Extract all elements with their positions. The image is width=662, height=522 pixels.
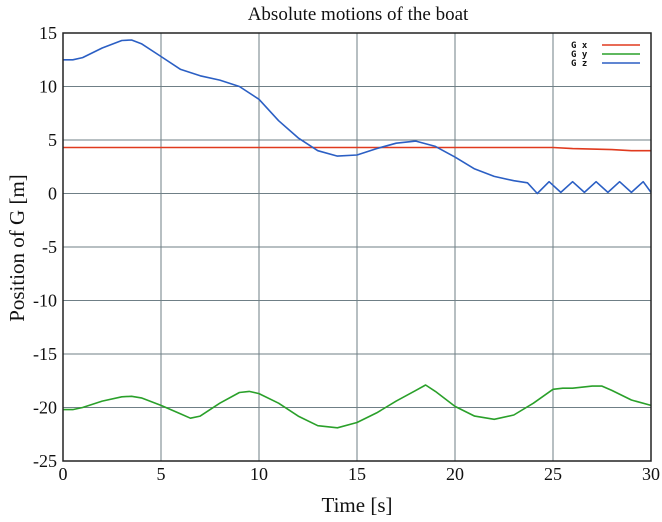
series-group: [63, 39, 652, 429]
chart-title: Absolute motions of the boat: [248, 4, 469, 25]
legend-label: G z: [571, 59, 587, 69]
y-tick-label: -25: [33, 451, 57, 471]
series-line-g-z: [63, 39, 652, 195]
y-tick-label: 5: [48, 130, 57, 150]
x-tick-label: 0: [59, 464, 68, 484]
x-axis-label: Time [s]: [322, 493, 393, 517]
y-tick-label: -15: [33, 344, 57, 364]
legend: G xG yG z: [571, 41, 640, 69]
x-tick-label: 20: [446, 464, 464, 484]
tick-labels: 0 5 10 15 20 25 30 15 10 5 0 -5 -10 -15 -20 -25: [33, 23, 660, 484]
x-tick-label: 30: [642, 464, 660, 484]
x-tick-label: 10: [250, 464, 268, 484]
series-line-g-y: [63, 384, 652, 429]
x-tick-label: 25: [544, 464, 562, 484]
x-tick-label: 5: [157, 464, 166, 484]
legend-label: G x: [571, 41, 588, 51]
y-tick-label: 0: [48, 184, 57, 204]
y-tick-label: 15: [39, 23, 57, 43]
y-tick-label: 10: [39, 77, 57, 97]
legend-label: G y: [571, 50, 588, 60]
x-tick-label: 15: [348, 464, 366, 484]
series-line-g-x: [63, 146, 651, 152]
y-tick-label: -10: [33, 291, 57, 311]
plot-frame: [62, 32, 652, 462]
y-tick-label: -20: [33, 398, 57, 418]
y-axis-label: Position of G [m]: [5, 174, 29, 322]
y-tick-label: -5: [42, 237, 57, 257]
grid: [63, 33, 651, 461]
